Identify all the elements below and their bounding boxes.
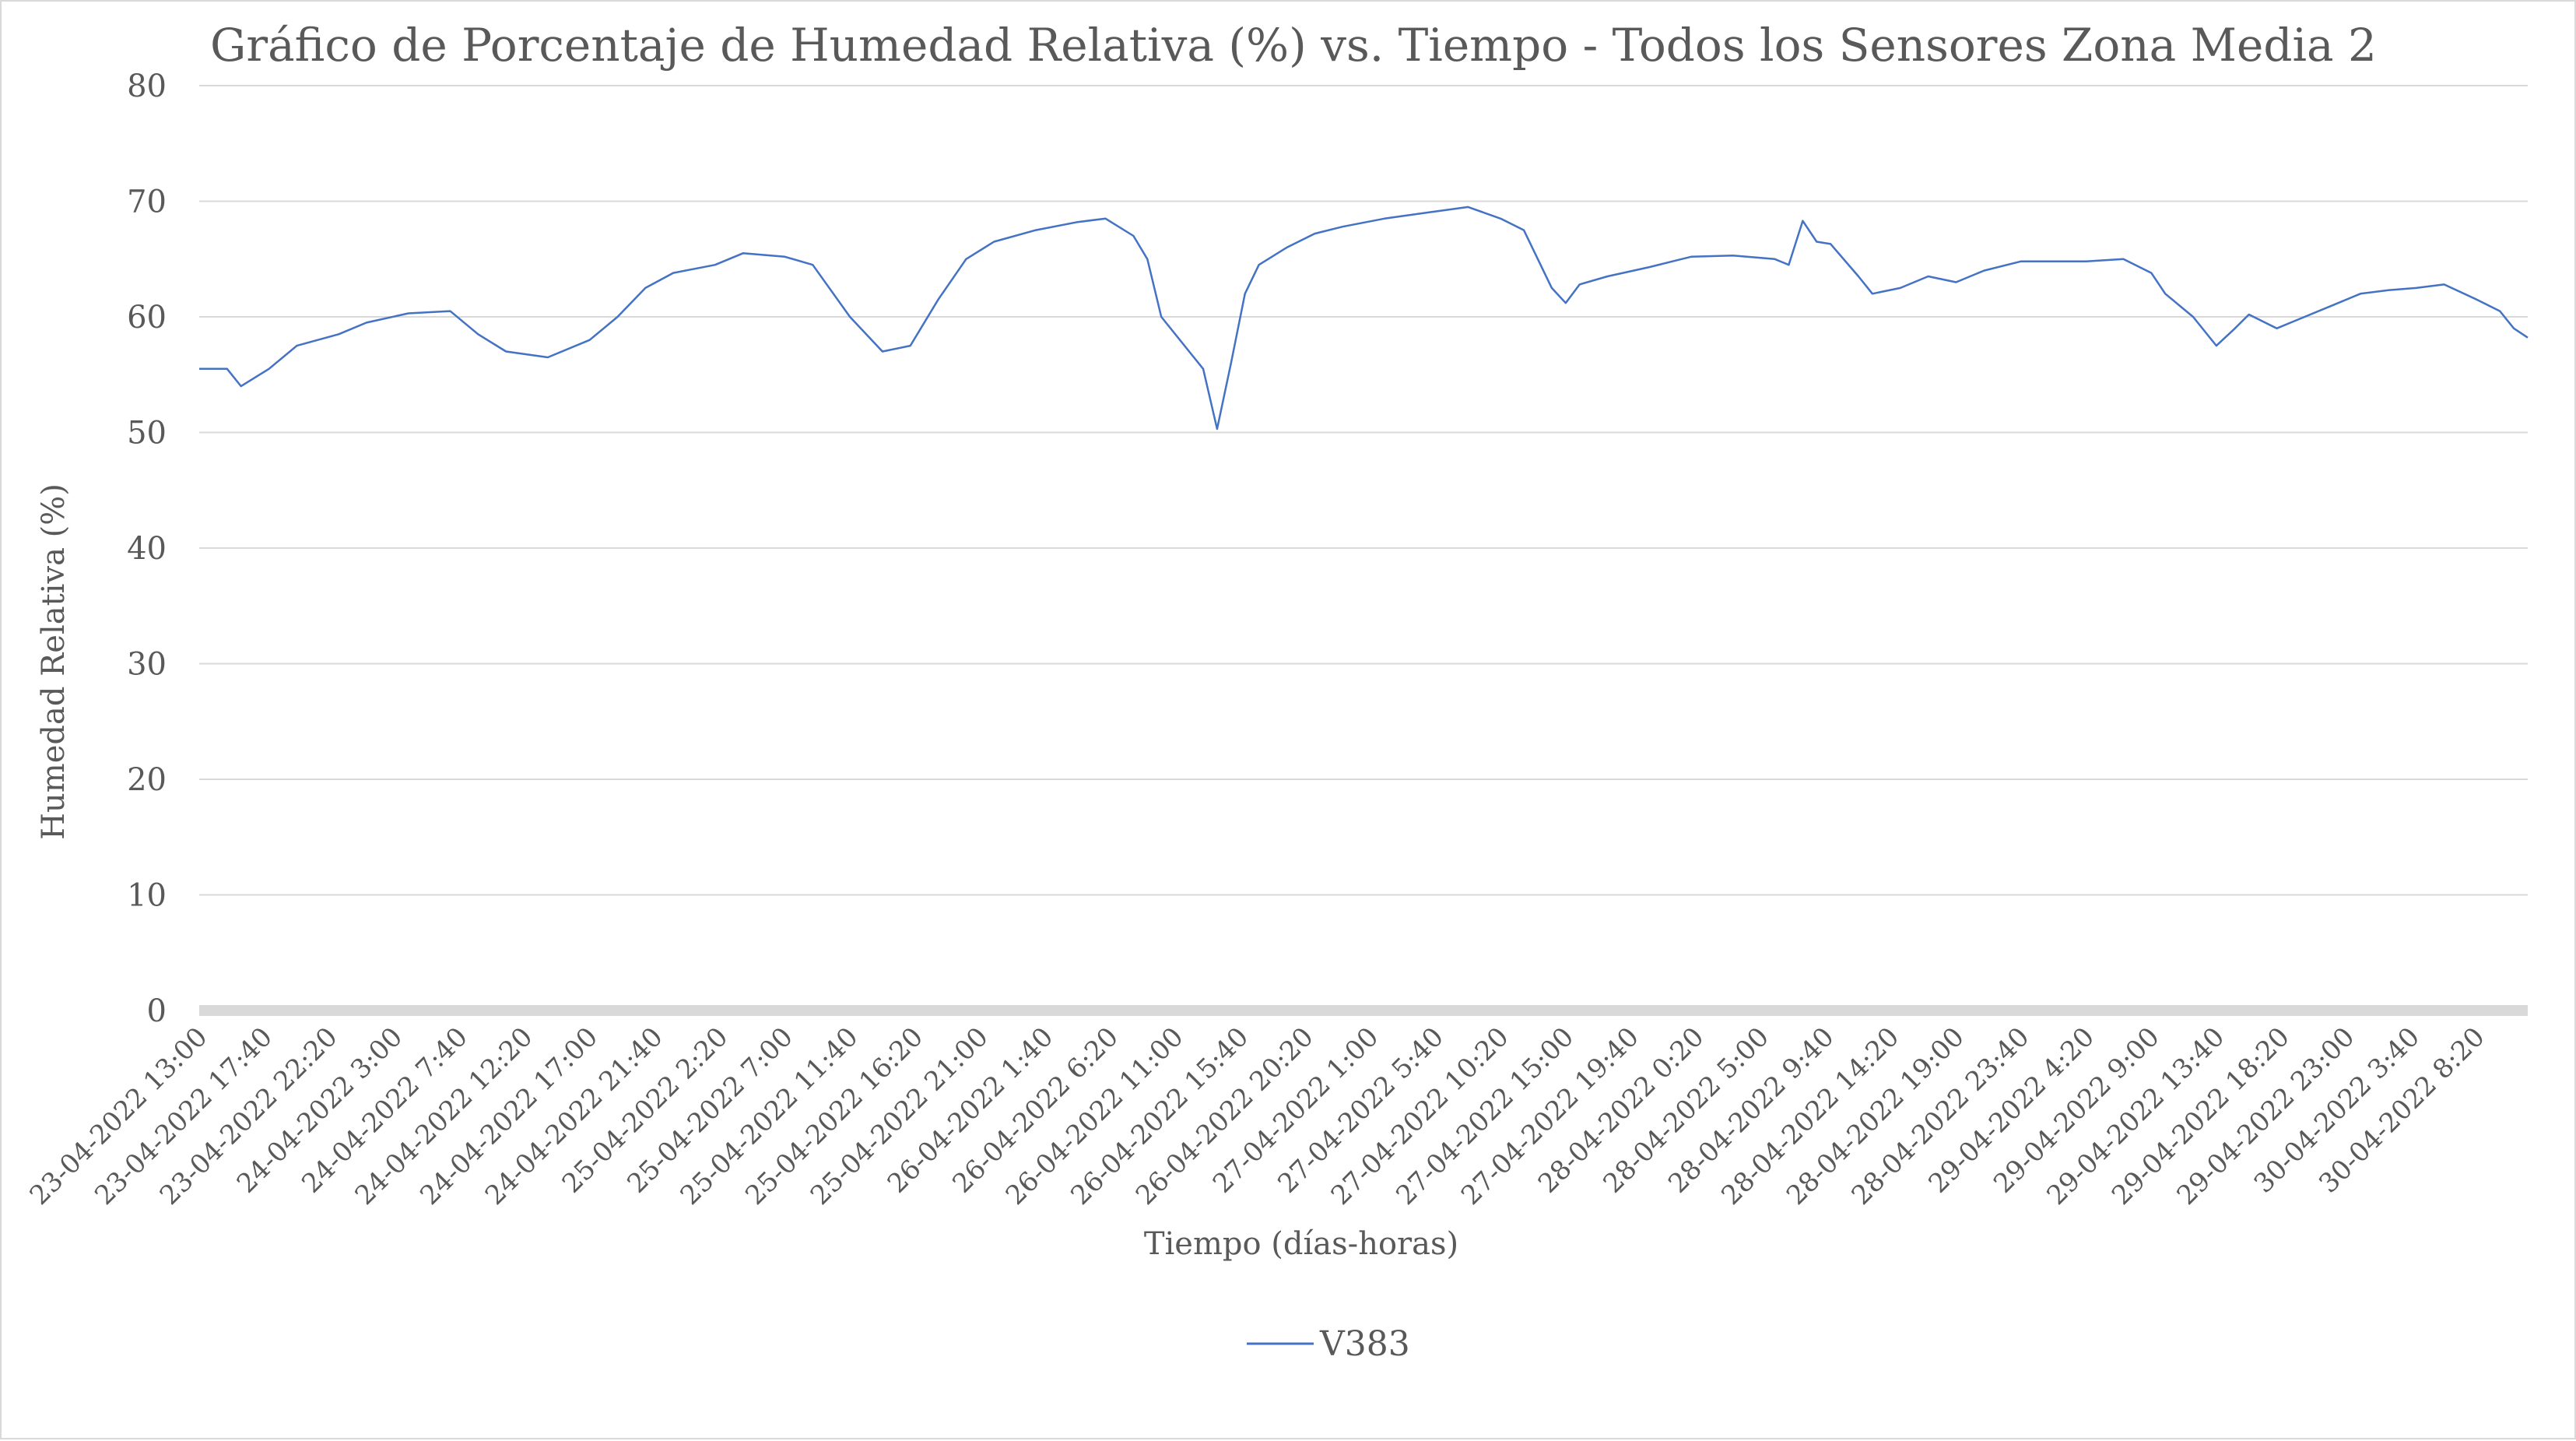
chart-title: Gráfico de Porcentaje de Humedad Relativ… — [210, 19, 2377, 72]
legend-label-v383: V383 — [1319, 1324, 1410, 1364]
y-tick-label: 50 — [127, 416, 167, 452]
y-axis-title: Humedad Relativa (%) — [36, 483, 72, 840]
y-tick-label: 80 — [127, 69, 167, 104]
x-axis-band — [199, 1005, 2528, 1016]
y-tick-labels: 0 10 20 30 40 50 60 70 80 — [127, 69, 167, 1029]
y-tick-label: 10 — [127, 878, 167, 914]
y-tick-label: 30 — [127, 647, 167, 683]
series-layer — [199, 206, 2529, 431]
x-axis-title: Tiempo (días-horas) — [1144, 1226, 1458, 1262]
gridlines — [199, 85, 2528, 896]
y-tick-label: 20 — [127, 762, 167, 798]
legend: V383 — [1247, 1324, 1410, 1364]
y-tick-label: 70 — [127, 185, 167, 220]
y-tick-label: 60 — [127, 300, 167, 336]
y-tick-label: 0 — [147, 993, 167, 1029]
y-tick-label: 40 — [127, 531, 167, 567]
series-line-v383 — [199, 206, 2529, 431]
